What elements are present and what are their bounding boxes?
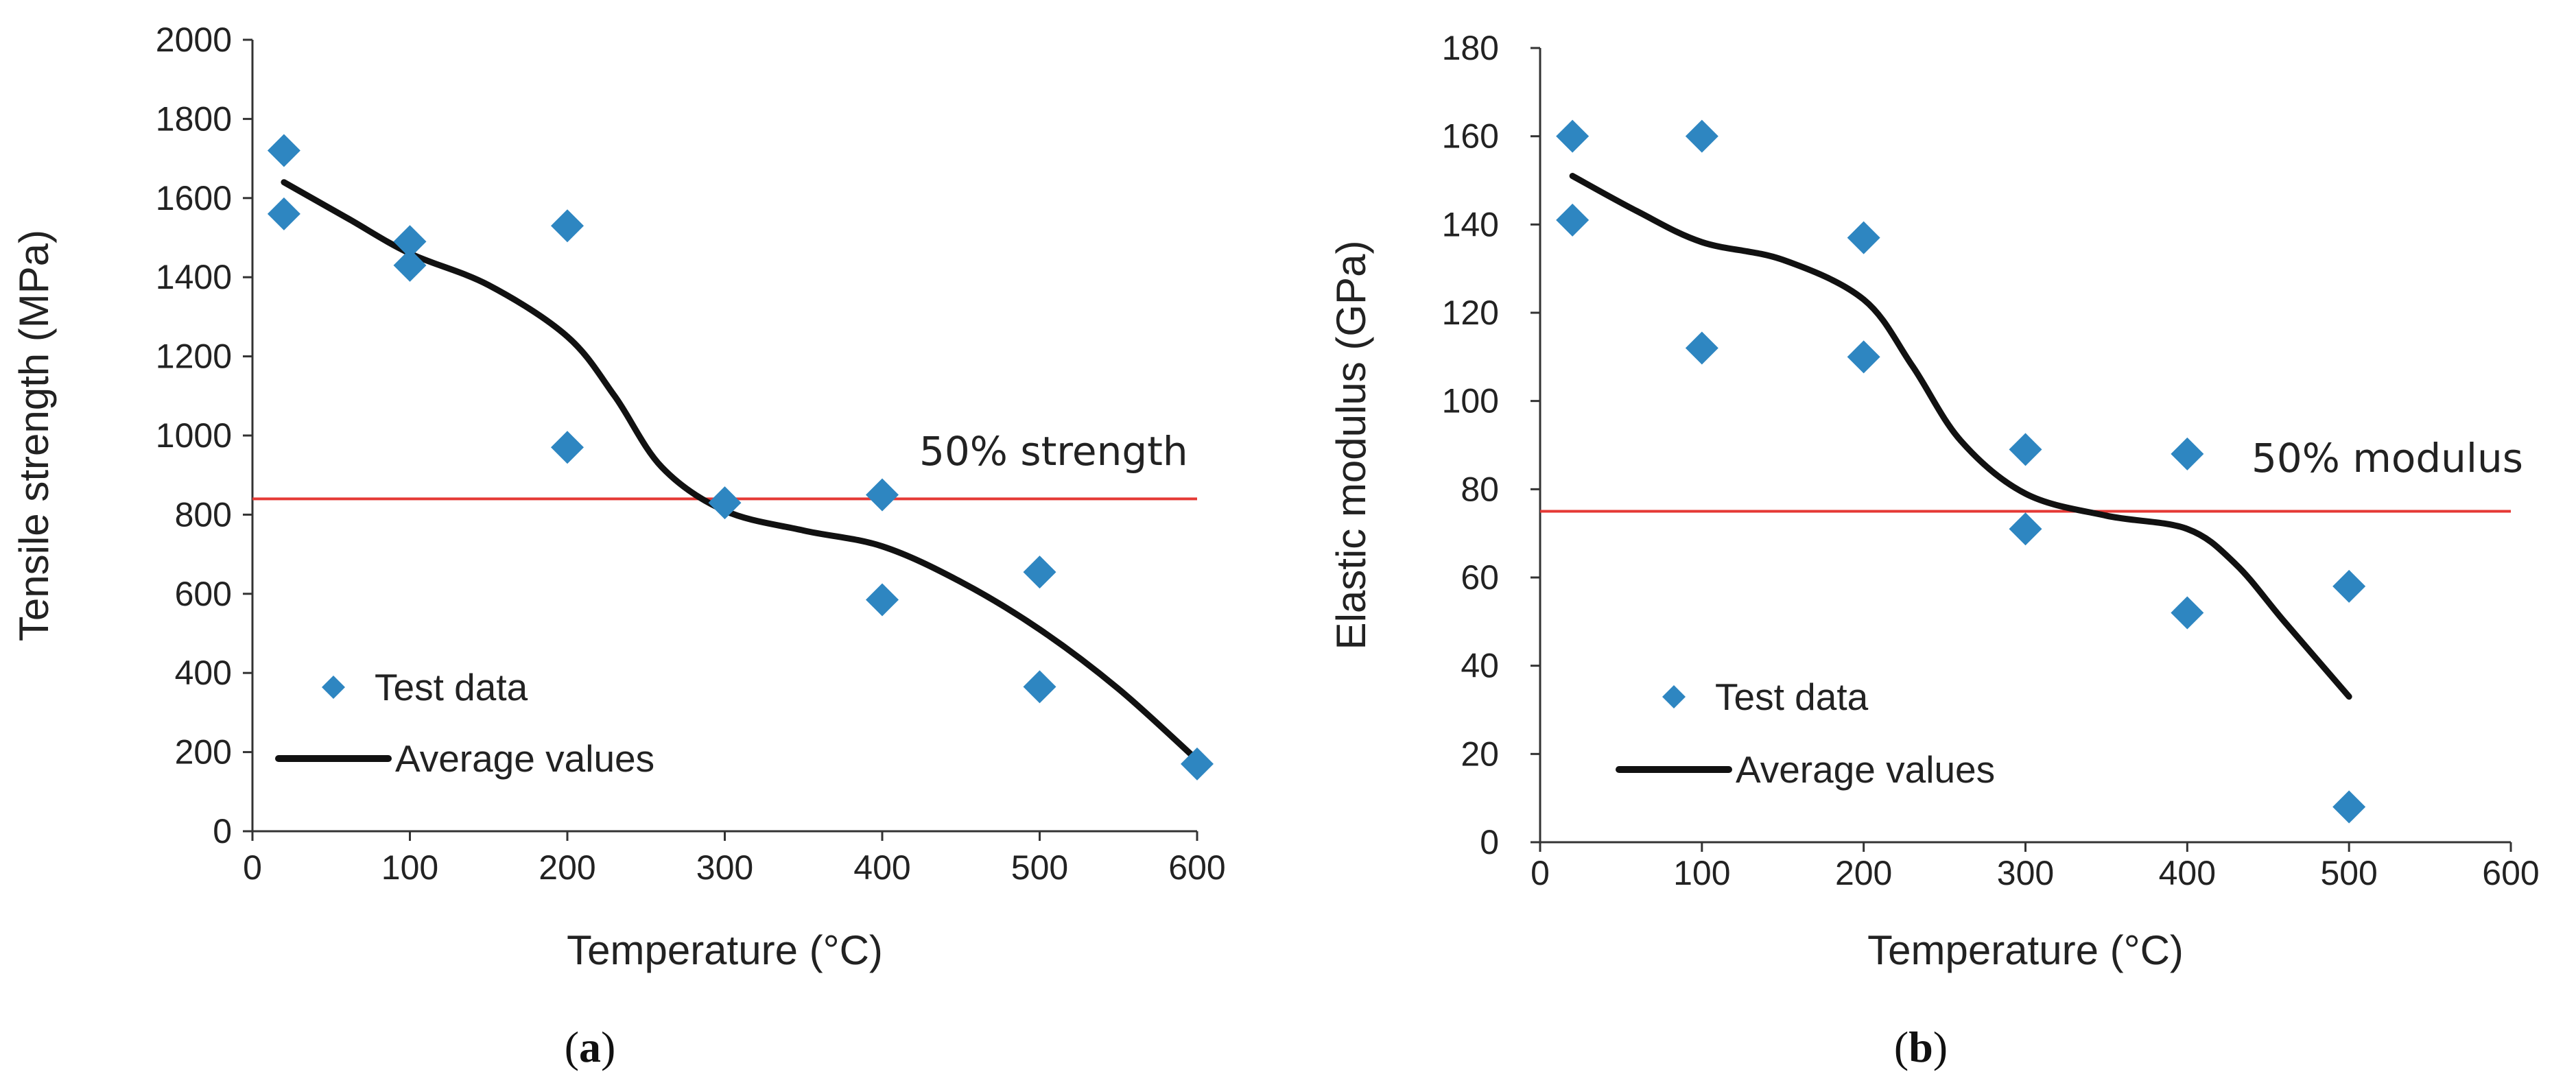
chart-b-data-point <box>1685 331 1718 365</box>
chart-a-data-point <box>1023 670 1056 704</box>
chart-b-threshold-label: 50% modulus <box>2252 435 2523 481</box>
chart-a-caption-letter: a <box>579 1023 601 1071</box>
chart-b-data-point <box>1847 221 1880 254</box>
chart-a-caption-close: ) <box>601 1023 615 1071</box>
chart-a-caption: (a) <box>565 1023 616 1071</box>
chart-b-x-tick-label: 600 <box>2482 854 2539 892</box>
chart-a-x-tick-label: 100 <box>381 848 438 887</box>
chart-a-y-tick-label: 1600 <box>156 179 232 217</box>
chart-a-y-tick-label: 1400 <box>156 258 232 296</box>
chart-b-legend-label-average: Average values <box>1736 748 1995 791</box>
chart-a-legend-label-average: Average values <box>395 737 654 780</box>
chart-a-data-point <box>1181 747 1214 780</box>
chart-b-caption: (b) <box>1894 1023 1948 1071</box>
chart-a-y-tick-label: 1800 <box>156 99 232 138</box>
chart-a-data-point <box>393 248 427 282</box>
chart-b-x-tick-label: 300 <box>1997 854 2054 892</box>
chart-b-y-tick-label: 180 <box>1442 29 1499 67</box>
chart-a-caption-open: ( <box>565 1023 579 1071</box>
chart-a-data-point <box>267 197 300 230</box>
chart-b-y-tick-label: 140 <box>1442 205 1499 243</box>
chart-b-data-point <box>2332 569 2366 603</box>
chart-b-data-point <box>2171 596 2204 630</box>
chart-a-data-point <box>866 583 899 617</box>
chart-b-y-tick-label: 0 <box>1480 823 1499 861</box>
chart-b-data-point <box>1556 119 1590 153</box>
chart-a-y-tick-label: 2000 <box>156 21 232 59</box>
chart-a-x-tick-label: 600 <box>1168 848 1225 887</box>
chart-b-data-point <box>1685 119 1718 153</box>
chart-a-y-axis-title: Tensile strength (MPa) <box>11 230 57 641</box>
chart-b-average-line <box>1569 173 2352 700</box>
chart-a-data-point <box>393 225 427 259</box>
chart-b-data-point <box>2009 433 2042 466</box>
chart-a-x-tick-label: 200 <box>539 848 595 887</box>
chart-b-x-tick-label: 500 <box>2320 854 2377 892</box>
chart-b-caption-letter: b <box>1909 1023 1933 1071</box>
chart-b-data-point <box>2171 437 2204 470</box>
chart-b-legend-label-test-data: Test data <box>1715 676 1869 718</box>
chart-b-y-tick-label: 40 <box>1461 647 1499 685</box>
chart-b-y-tick-label: 80 <box>1461 470 1499 508</box>
chart-a-data-point <box>551 431 584 464</box>
chart-a-data-point <box>866 478 899 512</box>
chart-b-data-point <box>2009 512 2042 546</box>
chart-b-x-tick-label: 400 <box>2159 854 2216 892</box>
chart-a-data-point <box>267 134 300 167</box>
chart-a-x-tick-label: 0 <box>243 848 262 887</box>
chart-a-y-tick-label: 1200 <box>156 337 232 376</box>
chart-b-data-point <box>1847 340 1880 374</box>
chart-a-y-tick-label: 200 <box>175 733 232 772</box>
chart-b-legend-marker-test-data <box>1662 685 1686 708</box>
chart-b-y-axis-title: Elastic modulus (GPa) <box>1328 241 1374 650</box>
chart-a-x-axis-title: Temperature (°C) <box>567 927 883 973</box>
chart-a-y-tick-label: 0 <box>213 812 232 850</box>
chart-b-y-tick-label: 100 <box>1442 382 1499 420</box>
chart-a-data-point <box>551 209 584 243</box>
chart-a-y-tick-label: 1000 <box>156 416 232 455</box>
chart-a-average-line <box>281 179 1201 763</box>
chart-a-data-point <box>1023 556 1056 589</box>
chart-b-caption-open: ( <box>1894 1023 1909 1071</box>
chart-b-y-tick-label: 160 <box>1442 117 1499 156</box>
chart-b-x-tick-label: 200 <box>1835 854 1892 892</box>
chart-b-x-tick-label: 0 <box>1531 854 1550 892</box>
panel-b-elastic-modulus: 0 20 40 60 80 100 120 140 160 180 0 100 200 300 400 500… <box>1328 29 2540 1071</box>
chart-b-y-tick-label: 120 <box>1442 294 1499 332</box>
chart-a-x-tick-label: 500 <box>1011 848 1068 887</box>
chart-a-y-tick-label: 600 <box>175 575 232 613</box>
chart-b-data-point <box>1556 203 1590 237</box>
chart-a-data-point <box>708 486 742 520</box>
chart-b-y-tick-label: 20 <box>1461 735 1499 773</box>
chart-a-threshold-label: 50% strength <box>919 428 1188 475</box>
chart-b-caption-close: ) <box>1933 1023 1948 1071</box>
chart-b-data-point <box>2332 790 2366 824</box>
chart-b-y-tick-label: 60 <box>1461 558 1499 597</box>
chart-b-x-axis-title: Temperature (°C) <box>1867 927 2184 973</box>
panel-a-tensile-strength: 0 200 400 600 800 1000 1200 1400 1600 1800 2000 0 10… <box>11 21 1226 1071</box>
chart-b-x-tick-label: 100 <box>1673 854 1730 892</box>
chart-a-legend-label-test-data: Test data <box>375 666 528 708</box>
chart-a-y-tick-label: 400 <box>175 654 232 692</box>
chart-a-x-tick-label: 300 <box>696 848 753 887</box>
chart-a-y-tick-label: 800 <box>175 495 232 534</box>
chart-a-legend-marker-test-data <box>322 676 345 699</box>
chart-a-x-tick-label: 400 <box>853 848 910 887</box>
